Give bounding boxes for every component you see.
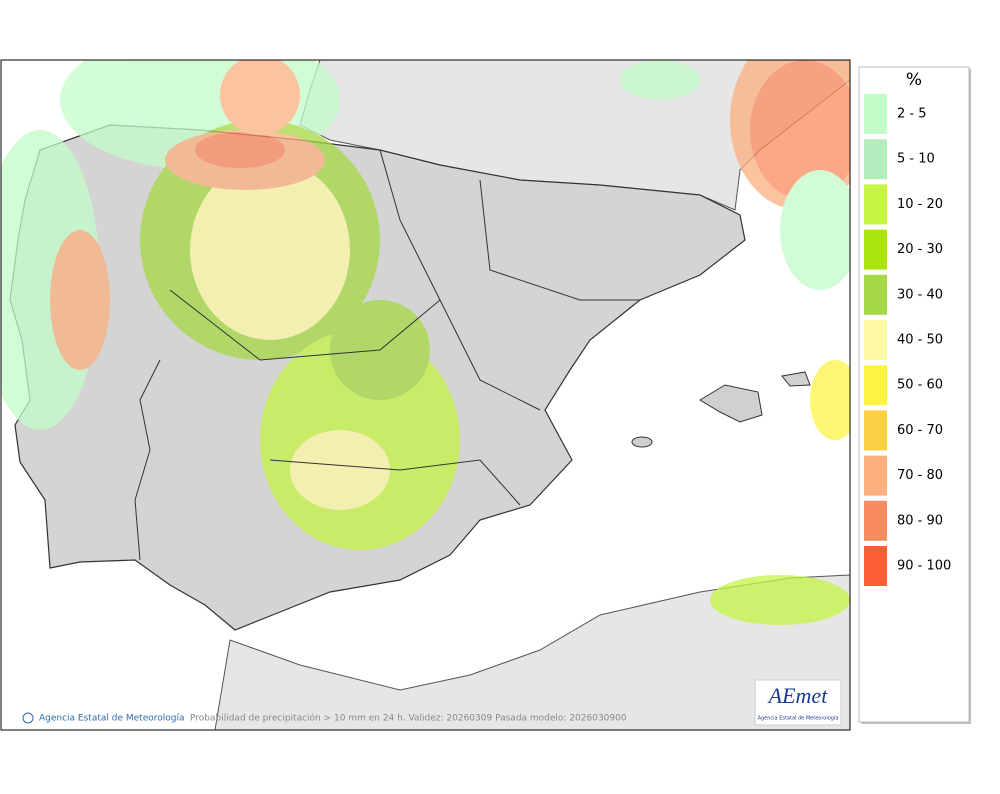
legend-label: 5 - 10 xyxy=(897,152,935,167)
legend-swatch xyxy=(864,546,887,586)
logo-box xyxy=(754,679,842,726)
legend-items: 2 - 5 5 - 10 10 - 20 20 - 30 30 - 40 40 - 50 5… xyxy=(864,94,951,586)
legend-swatch xyxy=(864,500,887,541)
legend-swatch xyxy=(864,455,887,496)
borders xyxy=(134,149,640,561)
legend-swatch xyxy=(864,320,887,360)
land xyxy=(1,60,850,730)
logo-subtitle: Agencia Estatal de Meteorología xyxy=(758,715,839,722)
legend-title: % xyxy=(906,70,922,90)
probability-fields xyxy=(1,60,850,625)
legend-label: 40 - 50 xyxy=(897,333,943,348)
legend-label: 2 - 5 xyxy=(897,107,927,122)
logo-name: AEmet xyxy=(767,683,829,708)
legend-label: 50 - 60 xyxy=(897,378,943,393)
legend-swatch xyxy=(864,184,887,225)
legend-swatch xyxy=(864,410,887,451)
map-frame xyxy=(0,59,851,731)
legend-swatch xyxy=(864,274,887,315)
legend-label: 30 - 40 xyxy=(897,287,943,302)
legend-swatch xyxy=(864,94,887,134)
credit: Agencia Estatal de Meteorología xyxy=(39,714,185,724)
legend-label: 10 - 20 xyxy=(897,197,943,212)
legend-label: 80 - 90 xyxy=(897,513,943,528)
legend-swatch xyxy=(864,229,887,270)
legend-label: 20 - 30 xyxy=(897,242,943,257)
legend-label: 90 - 100 xyxy=(897,559,951,574)
caption: Probabilidad de precipitación > 10 mm en… xyxy=(190,713,627,724)
copyright-icon xyxy=(22,712,34,724)
legend-swatch xyxy=(864,139,887,180)
legend-swatch xyxy=(864,365,887,406)
legend-label: 60 - 70 xyxy=(897,423,943,438)
legend-label: 70 - 80 xyxy=(897,468,943,483)
